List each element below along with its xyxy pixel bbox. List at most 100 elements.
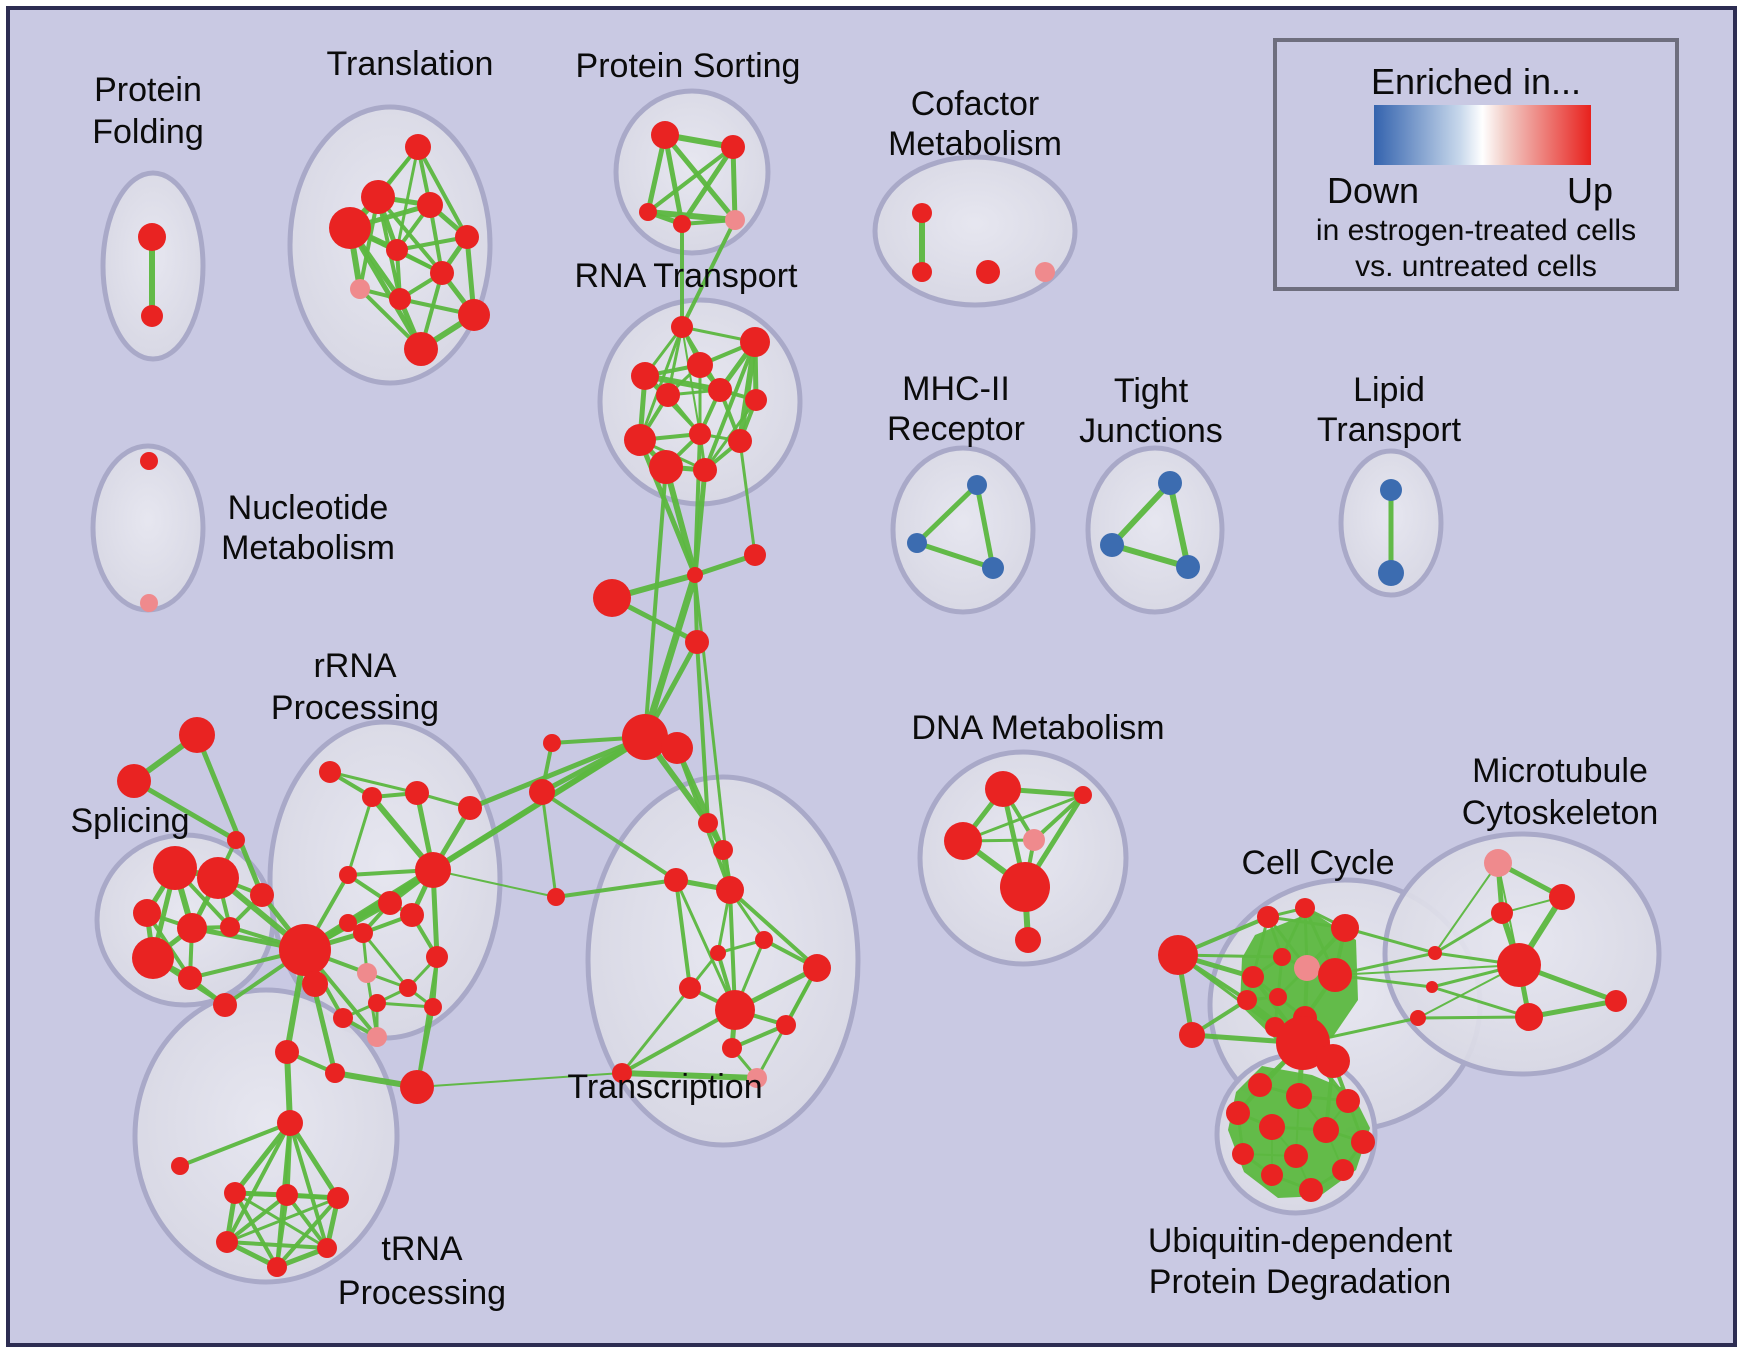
enrichment-edge xyxy=(695,640,710,825)
cluster-label-mhc-ii-receptor: MHC-II xyxy=(902,370,1010,408)
cluster-ellipse-tight-junctions xyxy=(1085,445,1225,615)
enrichment-edge xyxy=(232,1120,293,1196)
gene-set-node xyxy=(722,1038,742,1058)
gene-set-node xyxy=(713,840,733,860)
gene-set-node xyxy=(912,203,932,223)
enrichment-edge xyxy=(540,790,678,882)
gene-set-node xyxy=(1242,966,1264,988)
enrichment-edge xyxy=(693,432,702,577)
cluster-label-nucleotide-metabolism: Metabolism xyxy=(221,529,395,567)
gene-set-node xyxy=(529,779,555,805)
gene-set-node xyxy=(1313,1117,1339,1143)
cluster-label-microtubule-cytoskeleton: Cytoskeleton xyxy=(1462,794,1659,832)
gene-set-node xyxy=(213,993,237,1017)
gene-set-node xyxy=(693,458,717,482)
gene-set-node xyxy=(624,424,656,456)
gene-set-node xyxy=(1248,1073,1272,1097)
cluster-label-protein-folding: Folding xyxy=(92,113,204,151)
gene-set-node xyxy=(708,378,732,402)
enrichment-edge xyxy=(637,437,698,578)
gene-set-node xyxy=(944,822,982,860)
enrichment-edge xyxy=(346,795,374,877)
gene-set-node xyxy=(179,717,215,753)
gene-set-node xyxy=(1232,1143,1254,1165)
gene-set-node xyxy=(117,764,151,798)
gene-set-node xyxy=(1332,1159,1354,1181)
gene-set-node xyxy=(1226,1101,1250,1125)
cluster-label-ubiquitin-degradation: Protein Degradation xyxy=(1149,1263,1451,1301)
enrichment-edge xyxy=(681,326,701,435)
gene-set-node xyxy=(1259,1114,1285,1140)
gene-set-node xyxy=(362,787,382,807)
gene-set-node xyxy=(715,990,755,1030)
gene-set-node xyxy=(543,734,561,752)
enrichment-edge xyxy=(914,482,980,546)
gene-set-node xyxy=(1497,943,1541,987)
cluster-label-translation: Translation xyxy=(327,45,494,83)
gene-set-node xyxy=(671,316,693,338)
gene-set-node xyxy=(1378,560,1404,586)
gene-set-node xyxy=(250,883,274,907)
gene-set-node xyxy=(1176,555,1200,579)
gene-set-node xyxy=(1515,1003,1543,1031)
cluster-label-cofactor-metabolism: Metabolism xyxy=(888,125,1062,163)
enrichment-edge xyxy=(375,1001,435,1009)
cluster-label-tight-junctions: Junctions xyxy=(1079,412,1223,450)
gene-set-node xyxy=(339,914,357,932)
gene-set-node xyxy=(745,389,767,411)
enrichment-edge xyxy=(738,439,757,557)
enrichment-edge xyxy=(1430,985,1531,1019)
gene-set-node xyxy=(333,1008,353,1028)
enrichment-edge xyxy=(693,573,732,892)
gene-set-node xyxy=(1294,955,1320,981)
cluster-ellipse-cofactor-metabolism xyxy=(872,154,1078,308)
gene-set-node xyxy=(1158,471,1182,495)
cluster-label-rrna-processing: rRNA xyxy=(313,647,396,685)
gene-set-node xyxy=(755,931,773,949)
gene-set-node xyxy=(275,1040,299,1064)
gene-set-node xyxy=(276,1184,298,1206)
enrichment-edge xyxy=(432,869,557,898)
gene-set-node xyxy=(725,210,745,230)
gene-set-node xyxy=(171,1157,189,1175)
enrichment-edge xyxy=(285,1193,329,1250)
gene-set-node xyxy=(400,1070,434,1104)
gene-set-node xyxy=(649,450,683,484)
enrichment-edge xyxy=(674,878,737,1012)
enrichment-edge xyxy=(540,790,558,899)
gene-set-node xyxy=(426,946,448,968)
enrichment-edge xyxy=(730,144,738,223)
enrichment-edge xyxy=(347,225,424,352)
enrichment-edge xyxy=(225,1121,292,1244)
cluster-label-ubiquitin-degradation: Ubiquitin-dependent xyxy=(1148,1222,1453,1260)
cluster-ellipse-protein-sorting xyxy=(613,88,771,256)
gene-set-node xyxy=(1000,862,1050,912)
gene-set-node xyxy=(227,831,245,849)
gene-set-node xyxy=(1257,906,1279,928)
cluster-label-tight-junctions: Tight xyxy=(1114,372,1189,410)
gene-set-node xyxy=(277,1110,303,1136)
gene-set-node xyxy=(689,423,711,445)
enrichment-edge xyxy=(275,1196,340,1269)
gene-set-node xyxy=(1295,898,1315,918)
gene-set-node xyxy=(424,998,442,1016)
gene-set-node xyxy=(744,544,766,566)
gene-set-node xyxy=(698,813,718,833)
gene-set-node xyxy=(399,979,417,997)
enrichment-edge xyxy=(225,1240,329,1250)
enrichment-edge xyxy=(1333,951,1437,977)
enrichment-edge xyxy=(1032,793,1085,842)
gene-set-node xyxy=(216,1231,238,1253)
enrichment-edge xyxy=(225,1193,289,1244)
enrichment-edge xyxy=(914,540,996,571)
enrichment-edge xyxy=(287,1120,341,1201)
gene-set-node xyxy=(547,888,565,906)
gene-set-node xyxy=(1318,958,1352,992)
gene-set-node xyxy=(458,299,490,331)
enrichment-edge xyxy=(194,732,265,898)
enrichment-edge xyxy=(416,145,469,239)
gene-set-node xyxy=(631,362,659,390)
gene-set-node xyxy=(224,1182,246,1204)
gene-set-node xyxy=(776,1015,796,1035)
gene-set-node xyxy=(368,994,386,1012)
